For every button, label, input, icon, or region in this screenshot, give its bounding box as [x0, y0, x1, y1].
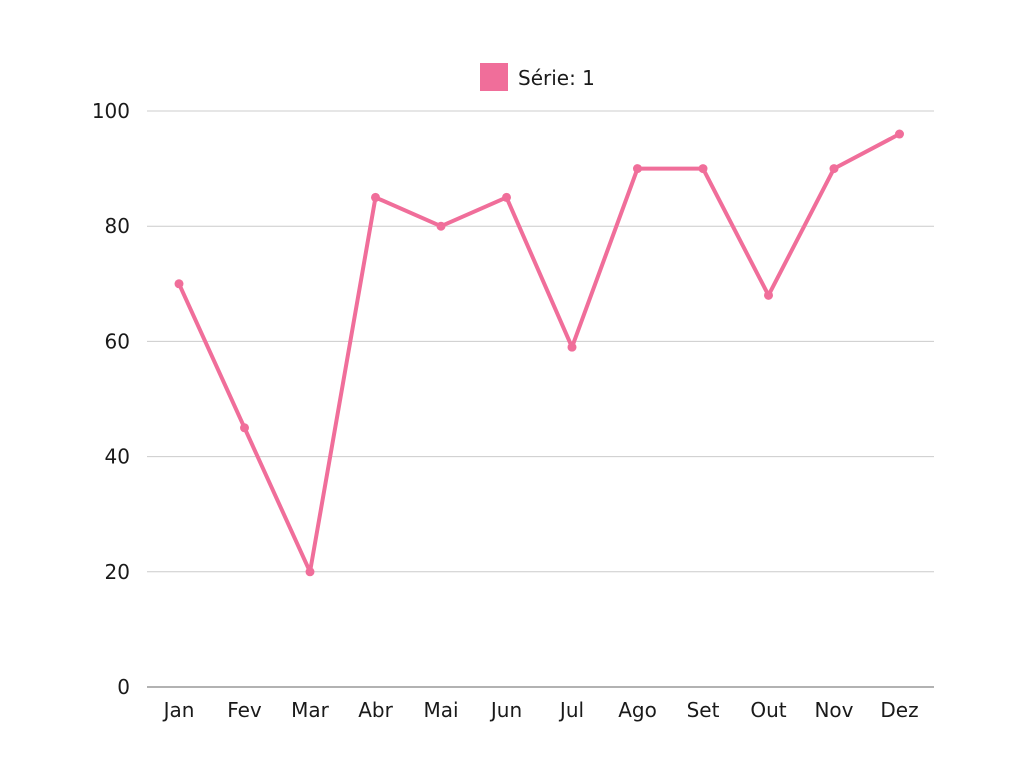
data-point-set	[698, 164, 708, 174]
y-tick-label: 80	[105, 214, 130, 238]
x-tick-label: Jan	[162, 698, 195, 722]
x-tick-label: Jul	[558, 698, 584, 722]
y-tick-label: 20	[105, 560, 130, 584]
data-point-nov	[829, 164, 839, 174]
y-tick-label: 40	[105, 445, 130, 469]
data-point-dez	[895, 129, 904, 139]
x-axis-ticks: Jan Fev Mar Abr Mai Jun Jul Ago Set Out Nov Dez	[162, 698, 919, 722]
data-point-jul	[567, 342, 577, 352]
gridlines	[147, 110, 934, 573]
data-point-jun	[502, 192, 511, 202]
x-tick-label: Mai	[423, 698, 458, 722]
x-tick-label: Mar	[291, 698, 330, 722]
data-point-jan	[174, 279, 184, 289]
x-tick-label: Ago	[618, 698, 657, 722]
x-tick-label: Dez	[880, 698, 918, 722]
x-tick-label: Jun	[489, 698, 522, 722]
data-point-fev	[240, 423, 249, 433]
legend-swatch	[480, 63, 508, 91]
data-point-ago	[633, 164, 642, 174]
x-tick-label: Abr	[358, 698, 393, 722]
x-tick-label: Nov	[814, 698, 853, 722]
data-point-mai	[436, 221, 446, 231]
y-tick-label: 60	[105, 329, 130, 353]
legend-label: Série: 1	[518, 66, 595, 90]
x-tick-label: Set	[687, 698, 720, 722]
y-tick-label: 0	[117, 675, 130, 699]
x-tick-label: Out	[750, 698, 786, 722]
y-tick-label: 100	[92, 99, 130, 123]
data-point-mar	[305, 567, 315, 577]
data-point-abr	[371, 192, 380, 202]
legend: Série: 1	[480, 63, 595, 91]
series-line	[177, 132, 902, 574]
data-point-out	[764, 290, 773, 300]
y-axis-ticks: 0 20 40 60 80 100	[92, 99, 130, 699]
x-tick-label: Fev	[227, 698, 262, 722]
series	[174, 129, 904, 577]
